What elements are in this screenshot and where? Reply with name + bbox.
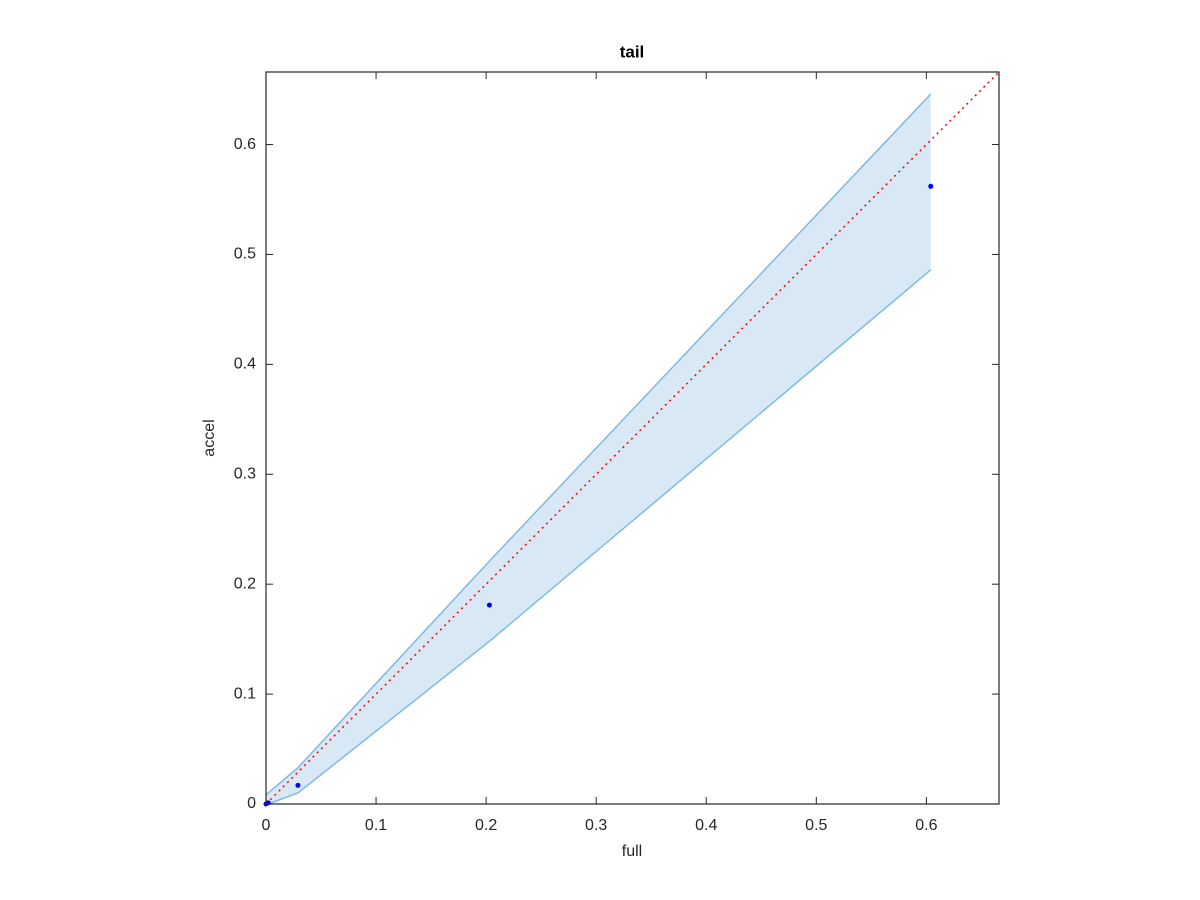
chart-title: tail — [620, 42, 645, 61]
reference-line — [265, 71, 1000, 805]
x-tick-label: 0.1 — [365, 817, 387, 834]
y-tick-label: 0.2 — [234, 575, 256, 592]
y-tick-label: 0.4 — [234, 356, 256, 373]
y-tick-label: 0.3 — [234, 465, 256, 482]
point — [928, 183, 934, 189]
x-tick-label: 0 — [262, 817, 271, 834]
x-tick-label: 0.4 — [695, 817, 717, 834]
y-tick-label: 0.1 — [234, 685, 256, 702]
x-tick-label: 0.5 — [805, 817, 827, 834]
y-tick-label: 0.6 — [234, 136, 256, 153]
y-tick-label: 0.5 — [234, 246, 256, 263]
y-tick-label: 0 — [247, 795, 256, 812]
axes-box — [265, 71, 1000, 805]
x-tick-label: 0.3 — [585, 817, 607, 834]
x-tick-label: 0.2 — [475, 817, 497, 834]
band-edge — [265, 93, 932, 796]
band-fill — [266, 93, 931, 804]
y-axis-label: accel — [201, 419, 218, 456]
x-tick-label: 0.6 — [915, 817, 937, 834]
x-axis-label: full — [622, 843, 642, 860]
point — [295, 782, 301, 788]
point — [486, 602, 492, 608]
